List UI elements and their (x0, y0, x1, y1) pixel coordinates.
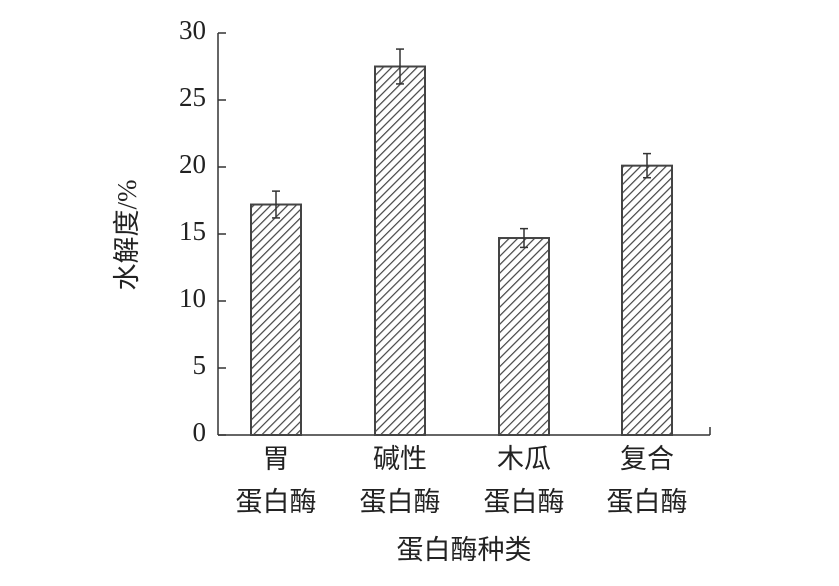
y-tick-label: 0 (193, 417, 207, 447)
x-tick-label: 蛋白酶 (360, 487, 441, 517)
y-tick-label: 30 (179, 15, 206, 45)
x-tick-label: 复合 (620, 444, 674, 474)
x-tick-label: 蛋白酶 (236, 487, 317, 517)
bar (621, 164, 673, 436)
x-tick-label: 蛋白酶 (484, 487, 565, 517)
bar (498, 237, 550, 436)
y-tick-label: 20 (179, 149, 206, 179)
x-tick-label: 蛋白酶 (607, 487, 688, 517)
y-tick-label: 15 (179, 216, 206, 246)
y-tick-label: 25 (179, 82, 206, 112)
x-tick-label: 木瓜 (497, 444, 551, 474)
x-tick-label: 碱性 (373, 444, 427, 474)
x-tick-label: 胃 (263, 444, 290, 474)
y-tick-label: 5 (193, 350, 207, 380)
bar (374, 65, 426, 436)
y-axis-label: 水解度/% (112, 180, 142, 291)
bar (250, 203, 302, 436)
y-tick-label: 10 (179, 283, 206, 313)
x-axis-label: 蛋白酶种类 (397, 535, 532, 565)
